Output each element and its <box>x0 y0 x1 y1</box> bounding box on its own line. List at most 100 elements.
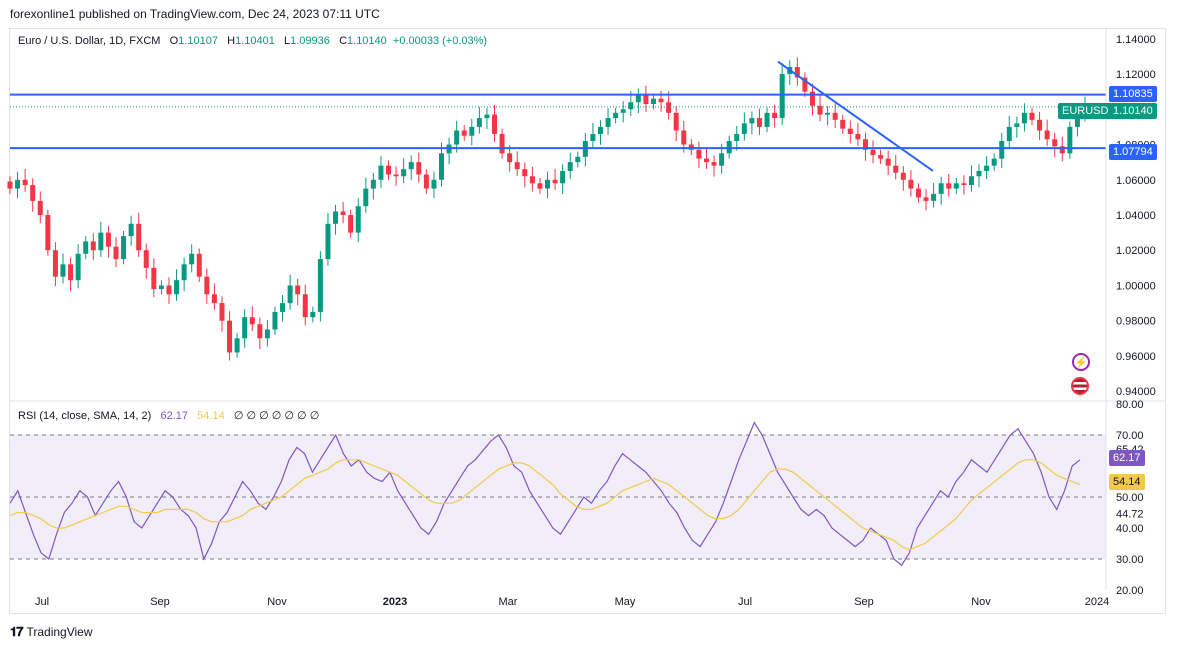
candle-body <box>878 155 884 159</box>
candle-body <box>802 77 808 92</box>
candle-body <box>976 170 982 177</box>
candle-body <box>597 126 603 134</box>
candle-body <box>204 276 210 295</box>
rsi-tick-label: 44.72 <box>1116 508 1144 520</box>
candle-body <box>817 105 823 115</box>
candle-body <box>953 183 959 189</box>
candle-body <box>855 133 861 140</box>
candle-body <box>45 215 51 251</box>
low-label: L <box>284 35 291 47</box>
candle-body <box>1074 114 1080 127</box>
candle-body <box>832 112 838 120</box>
price-tick-label: 1.04000 <box>1116 210 1156 222</box>
rsi-current-badge: 62.17 <box>1109 450 1145 466</box>
candle-body <box>779 74 785 119</box>
candle-body <box>234 338 240 353</box>
rsi-tick-label: 50.00 <box>1116 492 1144 504</box>
main-legend: Euro / U.S. Dollar, 1D, FXCM O1.10107 H1… <box>18 35 487 47</box>
time-tick-label: 2024 <box>1085 596 1109 608</box>
candle-body <box>840 119 846 129</box>
candle-body <box>476 118 482 127</box>
candle-body <box>98 232 104 251</box>
candle-body <box>1052 139 1058 147</box>
resistance-price-badge: 1.10835 <box>1109 86 1157 102</box>
candle-body <box>401 169 407 177</box>
us-flag-icon[interactable] <box>1071 377 1089 395</box>
candle-body <box>68 264 74 281</box>
candle-body <box>211 294 217 304</box>
time-tick-label: Jul <box>738 596 752 608</box>
candle-body <box>30 185 36 201</box>
candle-body <box>174 280 180 295</box>
candle-body <box>113 246 119 260</box>
candle-body <box>1044 130 1050 140</box>
candle-body <box>620 109 626 113</box>
candle-body <box>310 311 316 318</box>
rsi-tick-label: 30.00 <box>1116 554 1144 566</box>
open-label: O <box>169 35 179 47</box>
candle-body <box>151 267 157 289</box>
trendline <box>777 60 934 172</box>
close-label: C <box>339 35 348 47</box>
candle-body <box>166 285 172 295</box>
candle-body <box>355 206 361 233</box>
publisher-caption: forexonline1 published on TradingView.co… <box>10 7 380 21</box>
candle-body <box>105 232 111 247</box>
price-tick-label: 1.06000 <box>1116 175 1156 187</box>
open-value: 1.10107 <box>178 35 218 47</box>
candle-body <box>749 118 755 124</box>
rsi-tick-label: 20.00 <box>1116 585 1144 597</box>
candle-body <box>984 165 990 171</box>
candle-body <box>83 241 89 254</box>
candle-body <box>915 188 921 198</box>
candle-body <box>1014 123 1020 127</box>
candle-body <box>658 98 664 103</box>
candle-body <box>938 183 944 194</box>
candle-body <box>741 123 747 134</box>
candle-body <box>121 236 127 260</box>
candle-body <box>635 95 641 103</box>
support-price-badge: 1.07794 <box>1109 144 1157 160</box>
candle-body <box>317 259 323 312</box>
candle-body <box>484 114 490 119</box>
candle-body <box>15 179 21 189</box>
candle-body <box>991 158 997 166</box>
candle-body <box>1067 126 1073 154</box>
time-tick-label: Jul <box>35 596 49 608</box>
rsi-title[interactable]: RSI (14, close, SMA, 14, 2) <box>18 410 152 422</box>
candle-body <box>423 174 429 189</box>
symbol-title[interactable]: Euro / U.S. Dollar, 1D, FXCM <box>18 35 161 47</box>
candle-body <box>272 311 278 330</box>
candle-body <box>946 183 952 189</box>
candle-body <box>847 128 853 134</box>
candle-body <box>999 141 1005 159</box>
tradingview-mark-icon: 𝟏𝟕 <box>10 624 24 639</box>
candle-body <box>1021 112 1027 124</box>
time-tick-label: Sep <box>854 596 874 608</box>
candle-body <box>590 133 596 141</box>
low-value: 1.09936 <box>290 35 330 47</box>
candle-body <box>333 211 339 224</box>
candle-body <box>931 193 937 201</box>
candle-body <box>196 253 202 277</box>
lightning-icon[interactable]: ⚡ <box>1072 353 1090 371</box>
sma-current-badge: 54.14 <box>1109 474 1145 490</box>
rsi-line <box>9 421 1081 567</box>
candle-body <box>7 181 13 189</box>
candle-body <box>37 200 43 215</box>
tradingview-logo[interactable]: 𝟏𝟕 TradingView <box>10 624 93 640</box>
candle-body <box>189 253 195 265</box>
candle-body <box>295 285 301 295</box>
candle-body <box>499 133 505 154</box>
candle-body <box>560 170 566 184</box>
rsi-tick-label: 80.00 <box>1116 399 1144 411</box>
candle-body <box>628 102 634 110</box>
rsi-tick-label: 40.00 <box>1116 523 1144 535</box>
rsi-legend: RSI (14, close, SMA, 14, 2) 62.17 54.14 … <box>18 409 319 422</box>
candle-body <box>340 211 346 215</box>
candle-body <box>545 179 550 189</box>
candle-body <box>825 112 831 115</box>
candle-body <box>128 223 134 237</box>
rsi-empty-values: ∅ ∅ ∅ ∅ ∅ ∅ ∅ <box>233 410 320 422</box>
